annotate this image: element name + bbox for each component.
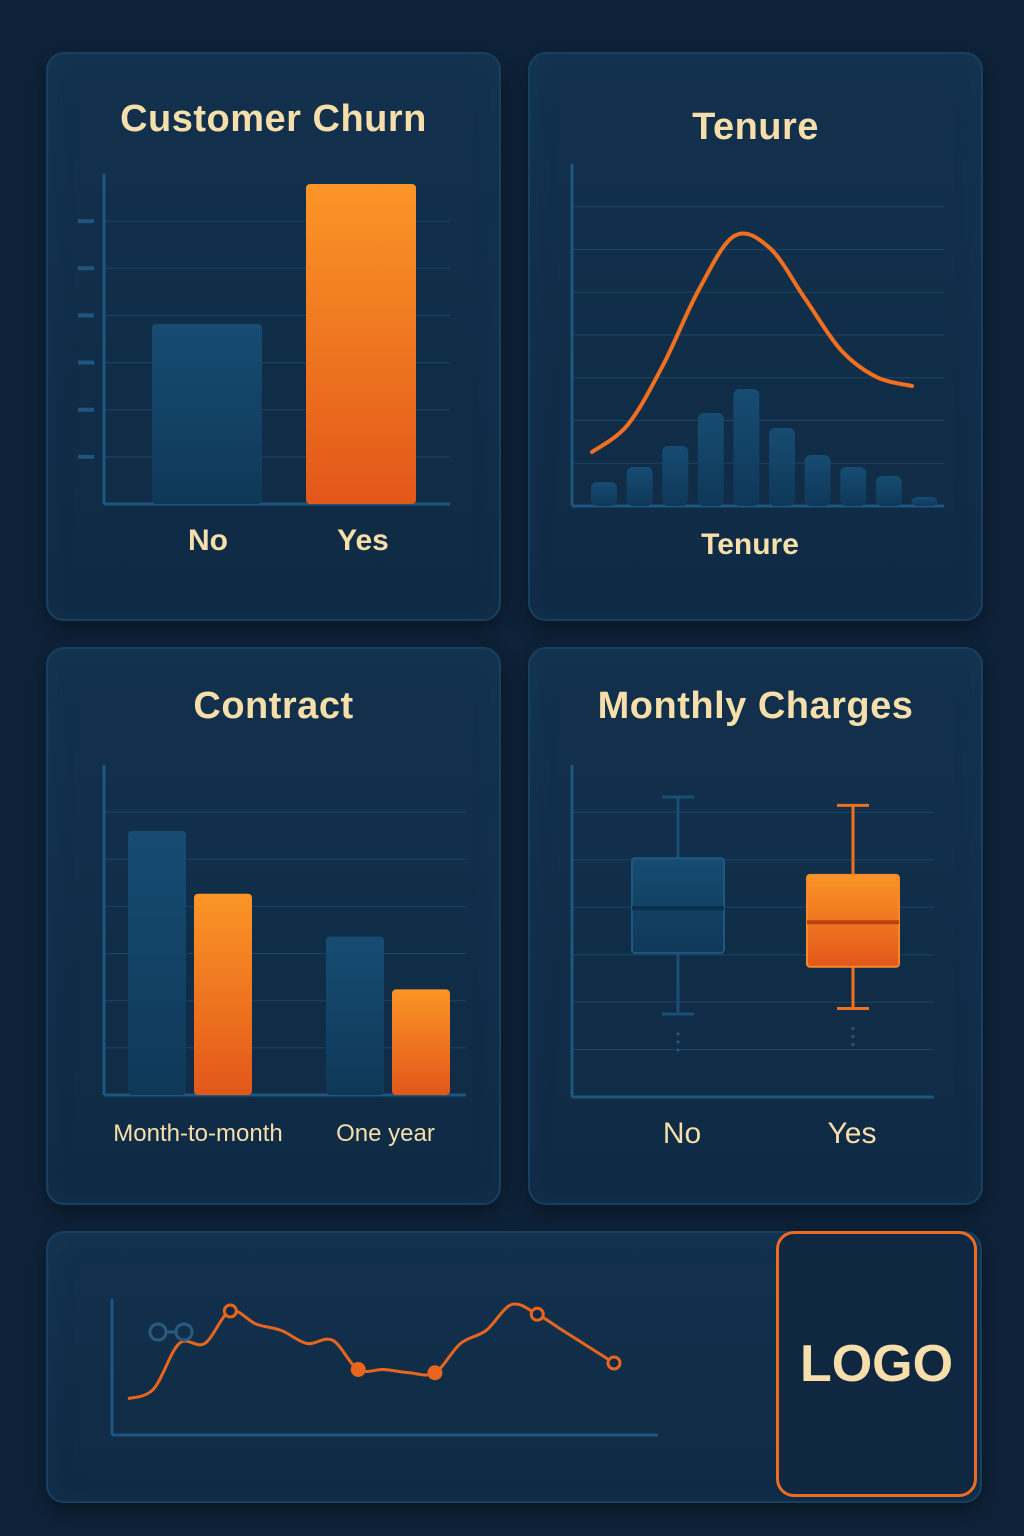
histogram-bar — [769, 428, 795, 506]
histogram-bar — [627, 467, 653, 506]
customer-churn-title: Customer Churn — [48, 98, 499, 141]
bar-one-year-orange — [392, 989, 450, 1095]
trend-marker — [224, 1305, 236, 1317]
customer-churn-panel: Customer Churn No Yes — [46, 52, 501, 621]
churn-x-label-yes: Yes — [313, 524, 413, 558]
histogram-bar — [662, 446, 688, 506]
contract-panel: Contract Month-to-month One year — [46, 647, 501, 1205]
outlier-dot-yes — [852, 1043, 855, 1046]
bar-month-to-month-dark — [128, 831, 186, 1095]
histogram-bar — [911, 497, 937, 506]
outlier-dot-no — [677, 1041, 680, 1044]
contract-x-label-month-to-month: Month-to-month — [98, 1120, 298, 1148]
trend-marker — [429, 1367, 441, 1379]
monthly-charges-chart — [530, 649, 981, 1203]
outlier-dot-yes — [852, 1027, 855, 1030]
trend-marker — [531, 1308, 543, 1320]
contract-x-label-one-year: One year — [313, 1120, 458, 1148]
histogram-bar — [876, 476, 902, 506]
box-no — [632, 858, 724, 953]
histogram-bar — [805, 455, 831, 506]
monthly-charges-panel: Monthly Charges No Yes — [528, 647, 983, 1205]
monthly-x-label-yes: Yes — [802, 1117, 902, 1151]
decorative-node-icon — [176, 1324, 192, 1340]
outlier-dot-no — [677, 1033, 680, 1036]
bar-no — [152, 324, 262, 504]
contract-title: Contract — [48, 685, 499, 728]
monthly-x-label-no: No — [632, 1117, 732, 1151]
churn-x-label-no: No — [158, 524, 258, 558]
histogram-bar — [840, 467, 866, 506]
outlier-dot-no — [677, 1049, 680, 1052]
histogram-bar — [698, 413, 724, 506]
tenure-title: Tenure — [530, 106, 981, 149]
monthly-charges-title: Monthly Charges — [530, 685, 981, 728]
decorative-node-icon — [150, 1324, 166, 1340]
histogram-bar — [733, 389, 759, 506]
tenure-x-axis-label: Tenure — [650, 528, 850, 562]
bar-one-year-dark — [326, 937, 384, 1095]
trend-marker — [352, 1364, 364, 1376]
logo-text: LOGO — [800, 1334, 953, 1394]
bar-month-to-month-orange — [194, 894, 252, 1095]
logo-placeholder: LOGO — [776, 1231, 977, 1497]
tenure-panel: Tenure Tenure — [528, 52, 983, 621]
histogram-bar — [591, 482, 617, 506]
trend-marker — [608, 1357, 620, 1369]
bar-yes — [306, 184, 416, 504]
outlier-dot-yes — [852, 1035, 855, 1038]
